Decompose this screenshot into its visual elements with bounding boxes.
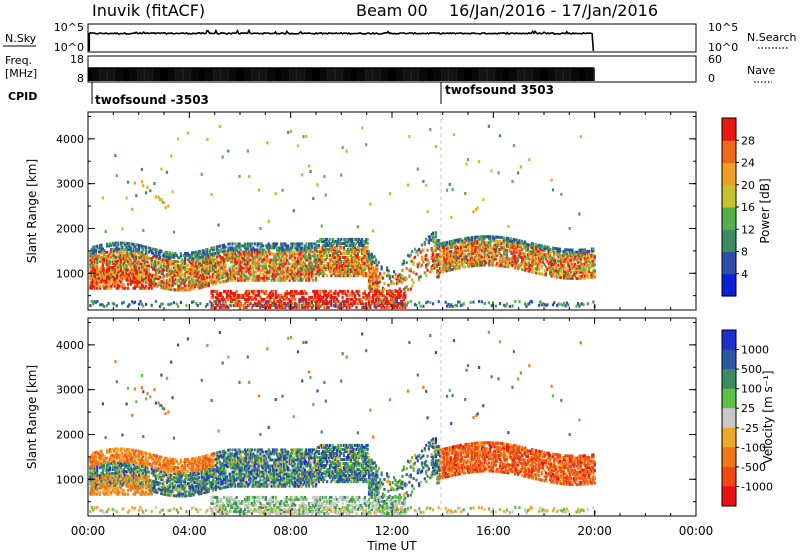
power-colorbar-label: Power [dB] <box>758 178 772 243</box>
time-axis: 00:00 04:00 08:00 12:00 16:00 20:00 00:00 <box>71 524 714 538</box>
colorbar-tick: 16 <box>741 201 755 214</box>
beam-label: Beam 00 <box>356 1 428 20</box>
colorbar-tick: 24 <box>741 157 755 170</box>
nsky-label: N.Sky <box>5 32 37 45</box>
colorbar-tick: -1000 <box>741 480 773 493</box>
date-range: 16/Jan/2016 - 17/Jan/2016 <box>449 1 658 20</box>
colorbar-tick: 8 <box>741 246 748 259</box>
ytick-label: 2000 <box>56 222 84 235</box>
nave-tick-top: 60 <box>708 53 722 66</box>
colorbar-swatch <box>722 207 736 230</box>
station-title: Inuvik (fitACF) <box>92 1 205 20</box>
nsearch-tick-top: 10^5 <box>708 21 738 34</box>
colorbar-swatch <box>722 486 736 507</box>
velocity-colorbar: 1000 500 100 25 -25 -100 -500 -1000 <box>721 329 773 507</box>
ytick-label: 3000 <box>56 384 84 397</box>
colorbar-tick: 25 <box>741 402 755 415</box>
power-axes: 1000 2000 3000 4000 <box>56 112 697 310</box>
ytick-label: 2000 <box>56 428 84 441</box>
ytick-label: 4000 <box>56 339 84 352</box>
colorbar-swatch <box>722 140 736 164</box>
time-axis-label: Time UT <box>366 539 417 553</box>
nsky-tick-bottom: 10^0 <box>54 41 84 54</box>
velocity-colorbar-label: Velocity [m s⁻¹] <box>761 370 775 463</box>
xtick-label: 00:00 <box>71 524 106 538</box>
colorbar-tick: 100 <box>741 383 762 396</box>
colorbar-swatch <box>722 273 736 297</box>
freq-panel: Freq. [MHz] 18 8 60 0 Nave <box>5 53 775 85</box>
xtick-label: 00:00 <box>679 524 714 538</box>
nsky-panel: N.Sky 10^5 10^0 10^5 10^0 N.Search <box>3 21 797 54</box>
freq-unit: [MHz] <box>5 67 37 80</box>
xtick-label: 12:00 <box>375 524 410 538</box>
colorbar-tick: 4 <box>741 268 748 281</box>
velocity-ylabel: Slant Range [km] <box>25 365 39 469</box>
cpid-label: CPID <box>8 90 37 103</box>
colorbar-swatch <box>722 427 736 448</box>
colorbar-tick: 500 <box>741 363 762 376</box>
power-colorbar: 4 8 12 16 20 24 28 <box>721 117 755 297</box>
velocity-axes: 1000 2000 3000 4000 <box>56 318 697 516</box>
colorbar-swatch <box>722 229 736 253</box>
colorbar-swatch <box>722 349 736 370</box>
ytick-label: 1000 <box>56 267 84 280</box>
colorbar-swatch <box>722 447 736 468</box>
freq-tick-bottom: 8 <box>77 72 84 85</box>
colorbar-swatch <box>722 184 736 208</box>
freq-bars <box>87 67 595 81</box>
power-scatter <box>89 124 596 309</box>
freq-tick-top: 18 <box>70 53 84 66</box>
colorbar-swatch <box>722 162 736 186</box>
nsearch-label: N.Search <box>747 31 797 44</box>
ytick-label: 4000 <box>56 133 84 146</box>
xtick-label: 08:00 <box>273 524 308 538</box>
colorbar-swatch <box>722 251 736 275</box>
ytick-label: 1000 <box>56 473 84 486</box>
power-ylabel: Slant Range [km] <box>25 159 39 263</box>
nave-tick-bottom: 0 <box>708 72 715 85</box>
nave-label: Nave <box>747 64 775 77</box>
xtick-label: 04:00 <box>172 524 207 538</box>
colorbar-tick: 28 <box>741 134 755 147</box>
colorbar-swatch <box>722 408 736 429</box>
colorbar-swatch <box>722 369 736 390</box>
colorbar-tick: 12 <box>741 223 755 236</box>
nsearch-tick-bottom: 10^0 <box>708 41 738 54</box>
velocity-panel: 1000 2000 3000 4000 Slant Range [km] 1000 50… <box>25 317 775 517</box>
colorbar-tick: -25 <box>741 422 759 435</box>
colorbar-swatch <box>722 466 736 487</box>
power-panel: 1000 2000 3000 4000 Slant Range [km] 4 8 12 16… <box>25 111 772 311</box>
nsky-trace <box>88 28 595 52</box>
colorbar-swatch <box>722 330 736 351</box>
colorbar-tick: 20 <box>741 179 755 192</box>
xtick-label: 16:00 <box>476 524 511 538</box>
cpid-segment-2: twofsound 3503 <box>445 83 554 97</box>
colorbar-swatch <box>722 388 736 409</box>
cpid-panel: CPID twofsound -3503 twofsound 3503 <box>8 82 554 107</box>
ytick-label: 3000 <box>56 178 84 191</box>
colorbar-tick: -500 <box>741 461 766 474</box>
colorbar-swatch <box>722 118 736 141</box>
colorbar-tick: -100 <box>741 441 766 454</box>
xtick-label: 20:00 <box>577 524 612 538</box>
nsky-tick-top: 10^5 <box>54 21 84 34</box>
freq-label: Freq. <box>5 54 32 67</box>
colorbar-tick: 1000 <box>741 344 769 357</box>
cpid-segment-1: twofsound -3503 <box>95 93 209 107</box>
velocity-scatter <box>89 330 596 515</box>
